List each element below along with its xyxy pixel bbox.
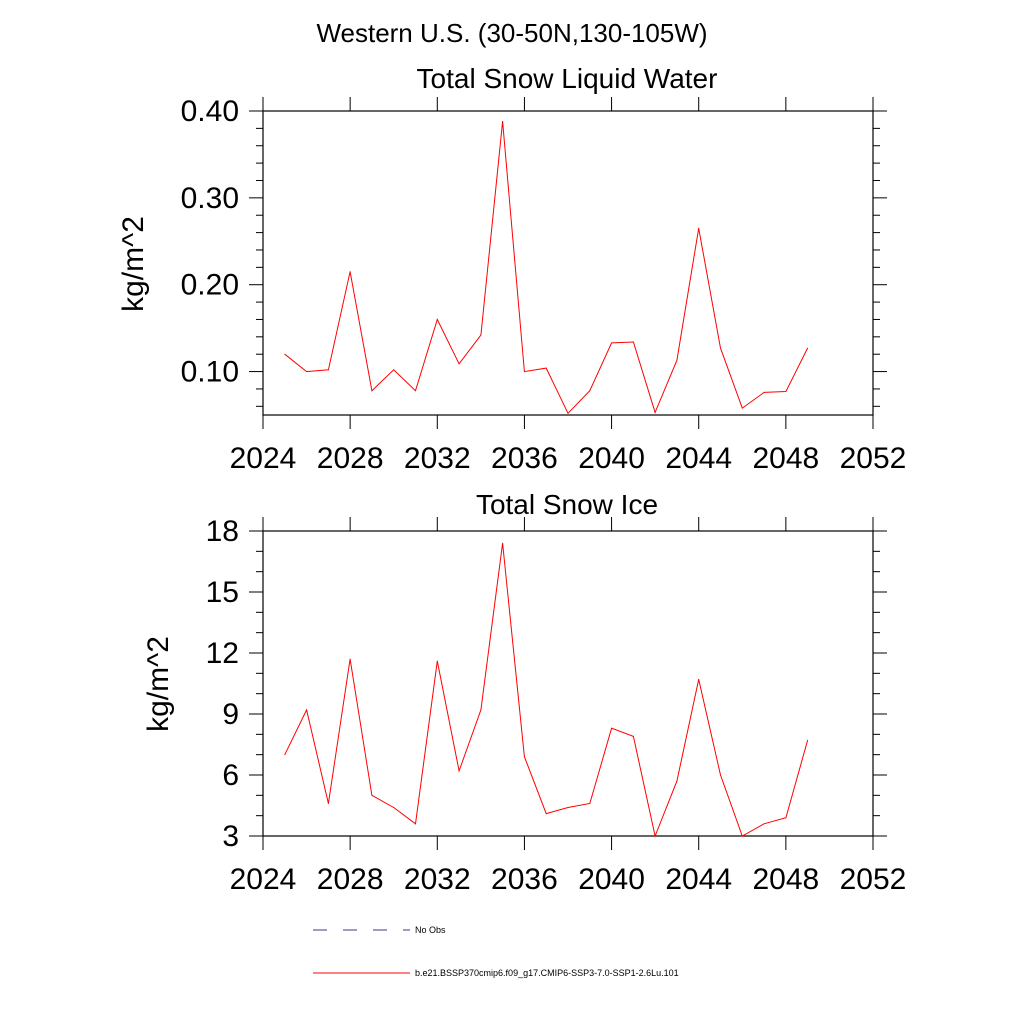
data-point xyxy=(785,817,787,819)
y-tick-label: 18 xyxy=(206,515,239,548)
data-point xyxy=(611,342,613,344)
data-point xyxy=(327,369,329,371)
series-group xyxy=(284,120,809,415)
data-point xyxy=(676,780,678,782)
series-line xyxy=(284,121,809,415)
data-point xyxy=(349,271,351,273)
data-point xyxy=(393,807,395,809)
data-point xyxy=(415,823,416,825)
data-point xyxy=(306,709,308,711)
data-point xyxy=(698,678,700,680)
x-tick-label: 2036 xyxy=(491,863,558,896)
data-point xyxy=(698,227,700,229)
data-point xyxy=(436,318,438,320)
data-point xyxy=(371,390,373,392)
data-point xyxy=(720,347,721,349)
x-tick-label: 2052 xyxy=(840,442,907,475)
data-point xyxy=(654,411,656,413)
y-tick-label: 6 xyxy=(222,759,239,792)
x-tick-label: 2028 xyxy=(317,863,384,896)
data-point xyxy=(306,371,308,373)
data-point xyxy=(589,802,591,804)
data-point xyxy=(502,120,504,122)
x-tick-label: 2024 xyxy=(230,863,297,896)
data-point xyxy=(654,835,656,837)
plot-frame xyxy=(262,110,874,416)
panel-snow-liquid-water: Total Snow Liquid Water kg/m^2 2024 2028 2… xyxy=(117,63,906,475)
series-group xyxy=(284,542,809,838)
data-point xyxy=(480,334,482,336)
data-point xyxy=(523,371,525,373)
y-axis-label: kg/m^2 xyxy=(142,636,175,732)
y-tick-label: 0.30 xyxy=(181,182,239,215)
data-point xyxy=(371,794,373,796)
data-point xyxy=(763,823,765,825)
series-line xyxy=(284,543,809,838)
panel-snow-ice: Total Snow Ice kg/m^2 2024 2028 2032 2036 20… xyxy=(142,489,906,896)
data-point xyxy=(589,390,591,392)
x-tick-label: 2024 xyxy=(230,442,297,475)
legend-obs-label: No Obs xyxy=(415,925,446,935)
data-point xyxy=(741,835,743,837)
y-tick-label: 0.40 xyxy=(181,95,239,128)
y-axis-label: kg/m^2 xyxy=(117,216,150,312)
y-tick-label: 0.10 xyxy=(181,356,239,389)
axes-group: 2024 2028 2032 2036 2040 2044 2048 2052 0.10 0.20… xyxy=(181,95,907,475)
plot-frame xyxy=(262,530,874,837)
data-point xyxy=(785,391,787,393)
x-tick-label: 2048 xyxy=(752,442,819,475)
data-point xyxy=(632,735,634,737)
data-point xyxy=(458,770,460,772)
data-point xyxy=(807,739,809,741)
x-tick-label: 2032 xyxy=(404,442,471,475)
data-point xyxy=(502,542,504,544)
y-tick-label: 15 xyxy=(206,576,239,609)
x-tick-label: 2044 xyxy=(665,863,732,896)
x-tick-label: 2048 xyxy=(752,863,819,896)
data-point xyxy=(284,754,286,756)
data-point xyxy=(807,347,809,349)
data-point xyxy=(676,359,678,361)
data-point xyxy=(763,391,765,393)
data-point xyxy=(480,709,482,711)
y-tick-label: 12 xyxy=(206,637,239,670)
legend-model-label: b.e21.BSSP370cmip6.f09_g17.CMIP6-SSP3-7.… xyxy=(415,968,679,978)
data-point xyxy=(567,412,569,414)
data-point xyxy=(393,369,395,371)
data-point xyxy=(415,390,416,392)
data-point xyxy=(632,341,634,343)
y-tick-label: 0.20 xyxy=(181,269,239,302)
data-point xyxy=(327,802,329,804)
data-point xyxy=(611,727,613,729)
x-tick-label: 2028 xyxy=(317,442,384,475)
data-point xyxy=(458,363,460,365)
data-point xyxy=(545,813,547,815)
data-point xyxy=(567,807,569,809)
y-tick-label: 3 xyxy=(222,820,239,853)
panel-title: Total Snow Liquid Water xyxy=(417,63,718,94)
region-title: Western U.S. (30-50N,130-105W) xyxy=(316,18,707,48)
x-tick-label: 2040 xyxy=(578,442,645,475)
data-point xyxy=(436,660,438,662)
panel-title: Total Snow Ice xyxy=(476,489,658,520)
axes-group: 2024 2028 2032 2036 2040 2044 2048 2052 3 6 9 12 15 1… xyxy=(206,515,907,896)
data-point xyxy=(545,367,547,369)
x-tick-label: 2032 xyxy=(404,863,471,896)
data-point xyxy=(720,774,721,776)
data-point xyxy=(523,756,525,758)
y-tick-label: 9 xyxy=(222,698,239,731)
x-tick-label: 2052 xyxy=(840,863,907,896)
data-point xyxy=(349,658,351,660)
data-point xyxy=(741,407,743,409)
x-tick-label: 2036 xyxy=(491,442,558,475)
data-point xyxy=(284,353,286,355)
legend: No Obs b.e21.BSSP370cmip6.f09_g17.CMIP6-… xyxy=(313,925,679,978)
x-tick-label: 2044 xyxy=(665,442,732,475)
x-tick-label: 2040 xyxy=(578,863,645,896)
